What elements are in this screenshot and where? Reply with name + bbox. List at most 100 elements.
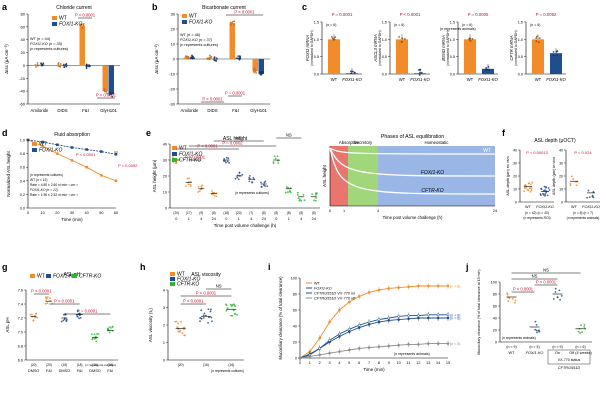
tick-label: 0 [175, 217, 177, 221]
data-point [558, 289, 561, 292]
legend-swatch [32, 148, 37, 152]
data-point [76, 309, 79, 312]
data-point [108, 91, 111, 94]
data-point [298, 356, 302, 360]
data-point [248, 180, 251, 183]
data-point [587, 189, 590, 192]
panel-label: f [502, 128, 506, 138]
series-end-label: (n = 5) [450, 342, 461, 346]
bar [79, 25, 85, 66]
tick-label: 1.5 [518, 21, 523, 25]
p-value: P < 0.0001 [400, 12, 421, 17]
series-end-label: (n = 8) [450, 285, 461, 289]
data-point [398, 35, 401, 38]
n-note: (n represents ROI) [523, 216, 550, 220]
data-point [190, 56, 193, 59]
tick-label: 0 [515, 201, 517, 205]
tick-label: 1.5 [450, 21, 455, 25]
tick-label: 0 [295, 357, 297, 361]
category-label: FOXI1-KO [342, 77, 362, 82]
tick-label: 4 [163, 289, 165, 293]
data-point [114, 179, 118, 183]
n-label: (7) [249, 211, 253, 215]
y-axis-label: ASL height [322, 164, 327, 187]
data-point [592, 191, 595, 193]
tick-label: 10 [163, 191, 167, 195]
panel-label: j [465, 262, 469, 272]
data-point [350, 72, 353, 75]
sig-label: P < 0.0001 [183, 299, 204, 304]
tick-label: 24 [312, 217, 316, 221]
panel-label: d [2, 128, 8, 138]
n-label: (18) [223, 211, 229, 215]
legend-swatch [170, 282, 175, 286]
data-point [253, 67, 256, 70]
tick-label: 80 [493, 293, 497, 297]
data-point [112, 91, 114, 94]
y-axis-label: ASL viscosity (τ₁) [148, 307, 153, 342]
data-point [357, 295, 361, 298]
data-point [570, 175, 573, 178]
data-point [197, 191, 200, 193]
data-point [287, 186, 289, 189]
data-point [545, 191, 548, 194]
series-line [329, 147, 496, 195]
data-point [318, 336, 322, 340]
tick-label: 0.6 [20, 166, 25, 170]
data-point [215, 195, 218, 197]
data-point [556, 54, 559, 56]
data-point [79, 316, 82, 319]
sig-label: NS [236, 136, 242, 141]
data-point [40, 62, 42, 65]
data-point [407, 343, 410, 346]
data-point [234, 177, 237, 180]
data-point [109, 326, 112, 329]
data-point [233, 312, 236, 315]
data-point [534, 320, 537, 323]
data-point [103, 88, 106, 91]
tick-label: 0.0 [20, 207, 25, 211]
data-point [544, 186, 547, 189]
data-point [202, 317, 205, 319]
data-point [330, 36, 333, 38]
n-note: (n represents animals) [502, 336, 536, 340]
data-point [418, 74, 421, 76]
legend-label: FOXI1-KO [53, 274, 76, 280]
tick-label: 1.0 [450, 38, 455, 42]
y-axis-label: ASCL3 mRNA [373, 34, 378, 63]
bar [550, 53, 562, 74]
data-point [46, 302, 49, 305]
data-point [535, 40, 538, 43]
data-point [51, 302, 54, 305]
p-value: P < 0.0001 [76, 152, 96, 157]
data-point [506, 292, 509, 295]
data-point [198, 190, 201, 193]
data-point [417, 343, 420, 346]
data-point [203, 312, 206, 315]
data-point [185, 56, 187, 59]
data-point [552, 298, 555, 300]
n-label: (20) [46, 363, 52, 367]
data-point [232, 309, 235, 312]
chart-title: Chloride current [56, 5, 92, 11]
sig-label: P < 0.0001 [75, 13, 96, 18]
series-line [299, 317, 448, 359]
chart-title: ASL height [223, 136, 248, 142]
data-point [591, 195, 594, 198]
data-point [272, 161, 275, 163]
legend-swatch [172, 158, 177, 162]
data-point [226, 307, 229, 310]
x-axis-label: Time post volume challenge (h) [214, 223, 277, 228]
data-point [213, 194, 216, 197]
n-label: FOXI1-KO (n = 12) [30, 188, 58, 192]
data-point [314, 199, 317, 202]
data-point [260, 186, 263, 188]
data-point [583, 323, 586, 326]
phase-label: Absorptive [339, 140, 360, 145]
data-point [230, 24, 232, 26]
data-point [387, 316, 391, 320]
tick-label: 40 [85, 211, 89, 215]
n-label: (n = 6) [462, 23, 473, 27]
data-point [296, 193, 299, 196]
tick-label: 60 [293, 309, 297, 313]
